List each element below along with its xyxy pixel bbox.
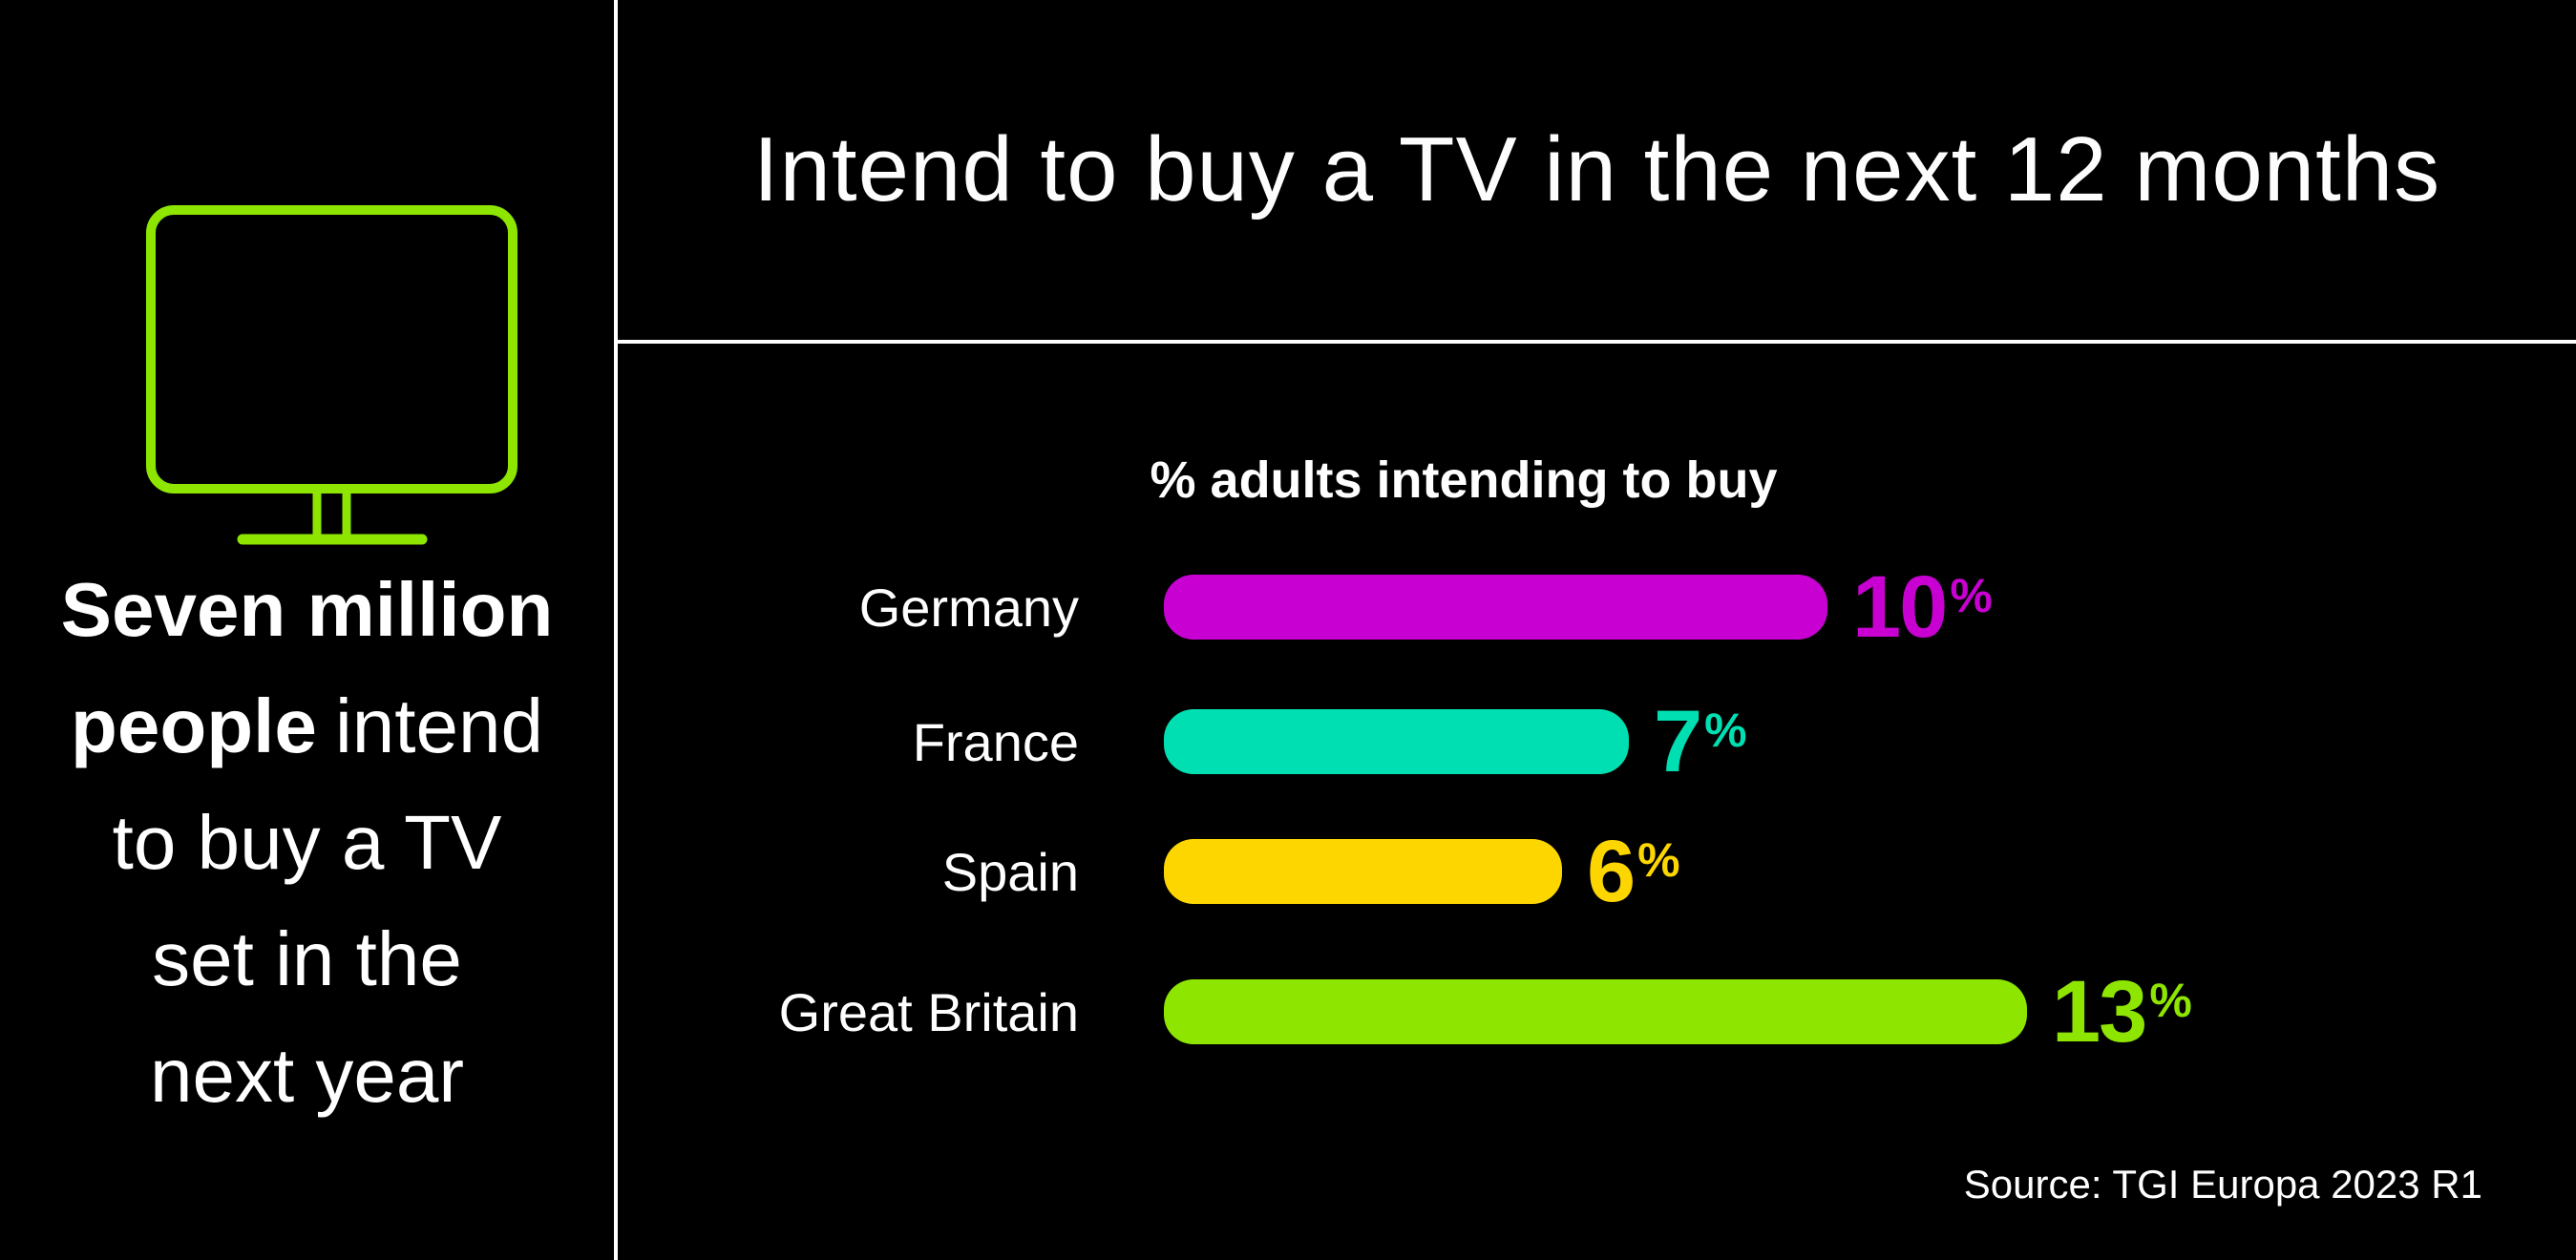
percent-sign: %: [1704, 704, 1747, 757]
bar-row-label: Spain: [941, 841, 1079, 902]
bar-france: [1164, 709, 1629, 774]
bar-row: Great Britain 13%: [618, 963, 2192, 1060]
bar-row: France 7%: [618, 693, 1747, 790]
title-panel: Intend to buy a TV in the next 12 months: [618, 0, 2576, 340]
headline-line: people intend: [71, 683, 543, 768]
bar-value: 6%: [1587, 823, 1680, 920]
bar-great-britain: [1164, 979, 2027, 1044]
headline-line: next year: [149, 1033, 465, 1118]
page-title: Intend to buy a TV in the next 12 months: [752, 118, 2441, 220]
bar-row-label: Germany: [858, 577, 1079, 638]
bar-row-label: France: [912, 711, 1079, 772]
percent-sign: %: [2149, 974, 2192, 1027]
bar-row: Germany 10%: [618, 558, 1993, 656]
bar-row-label: Great Britain: [778, 981, 1079, 1042]
headline: Seven million people intend to buy a TV s…: [0, 552, 614, 1134]
vertical-divider: [614, 0, 618, 1260]
percent-sign: %: [1637, 833, 1680, 887]
headline-line: to buy a TV: [112, 800, 502, 885]
horizontal-divider: [618, 340, 2576, 344]
chart-panel: % adults intending to buy Germany 10% Fr…: [618, 344, 2576, 1260]
bar-spain: [1164, 839, 1562, 904]
tv-monitor-icon: [146, 205, 517, 545]
bar-germany: [1164, 575, 1827, 640]
percent-sign: %: [1950, 569, 1993, 622]
bar-row: Spain 6%: [618, 823, 1680, 920]
left-panel: Seven million people intend to buy a TV s…: [0, 0, 614, 1260]
headline-line: Seven million: [60, 567, 554, 652]
source-note: Source: TGI Europa 2023 R1: [1963, 1162, 2482, 1207]
bar-value: 13%: [2052, 963, 2192, 1060]
chart-title: % adults intending to buy: [1150, 452, 1778, 509]
bar-value: 7%: [1654, 693, 1747, 790]
bar-value: 10%: [1852, 558, 1993, 656]
headline-line: set in the: [152, 916, 462, 1001]
